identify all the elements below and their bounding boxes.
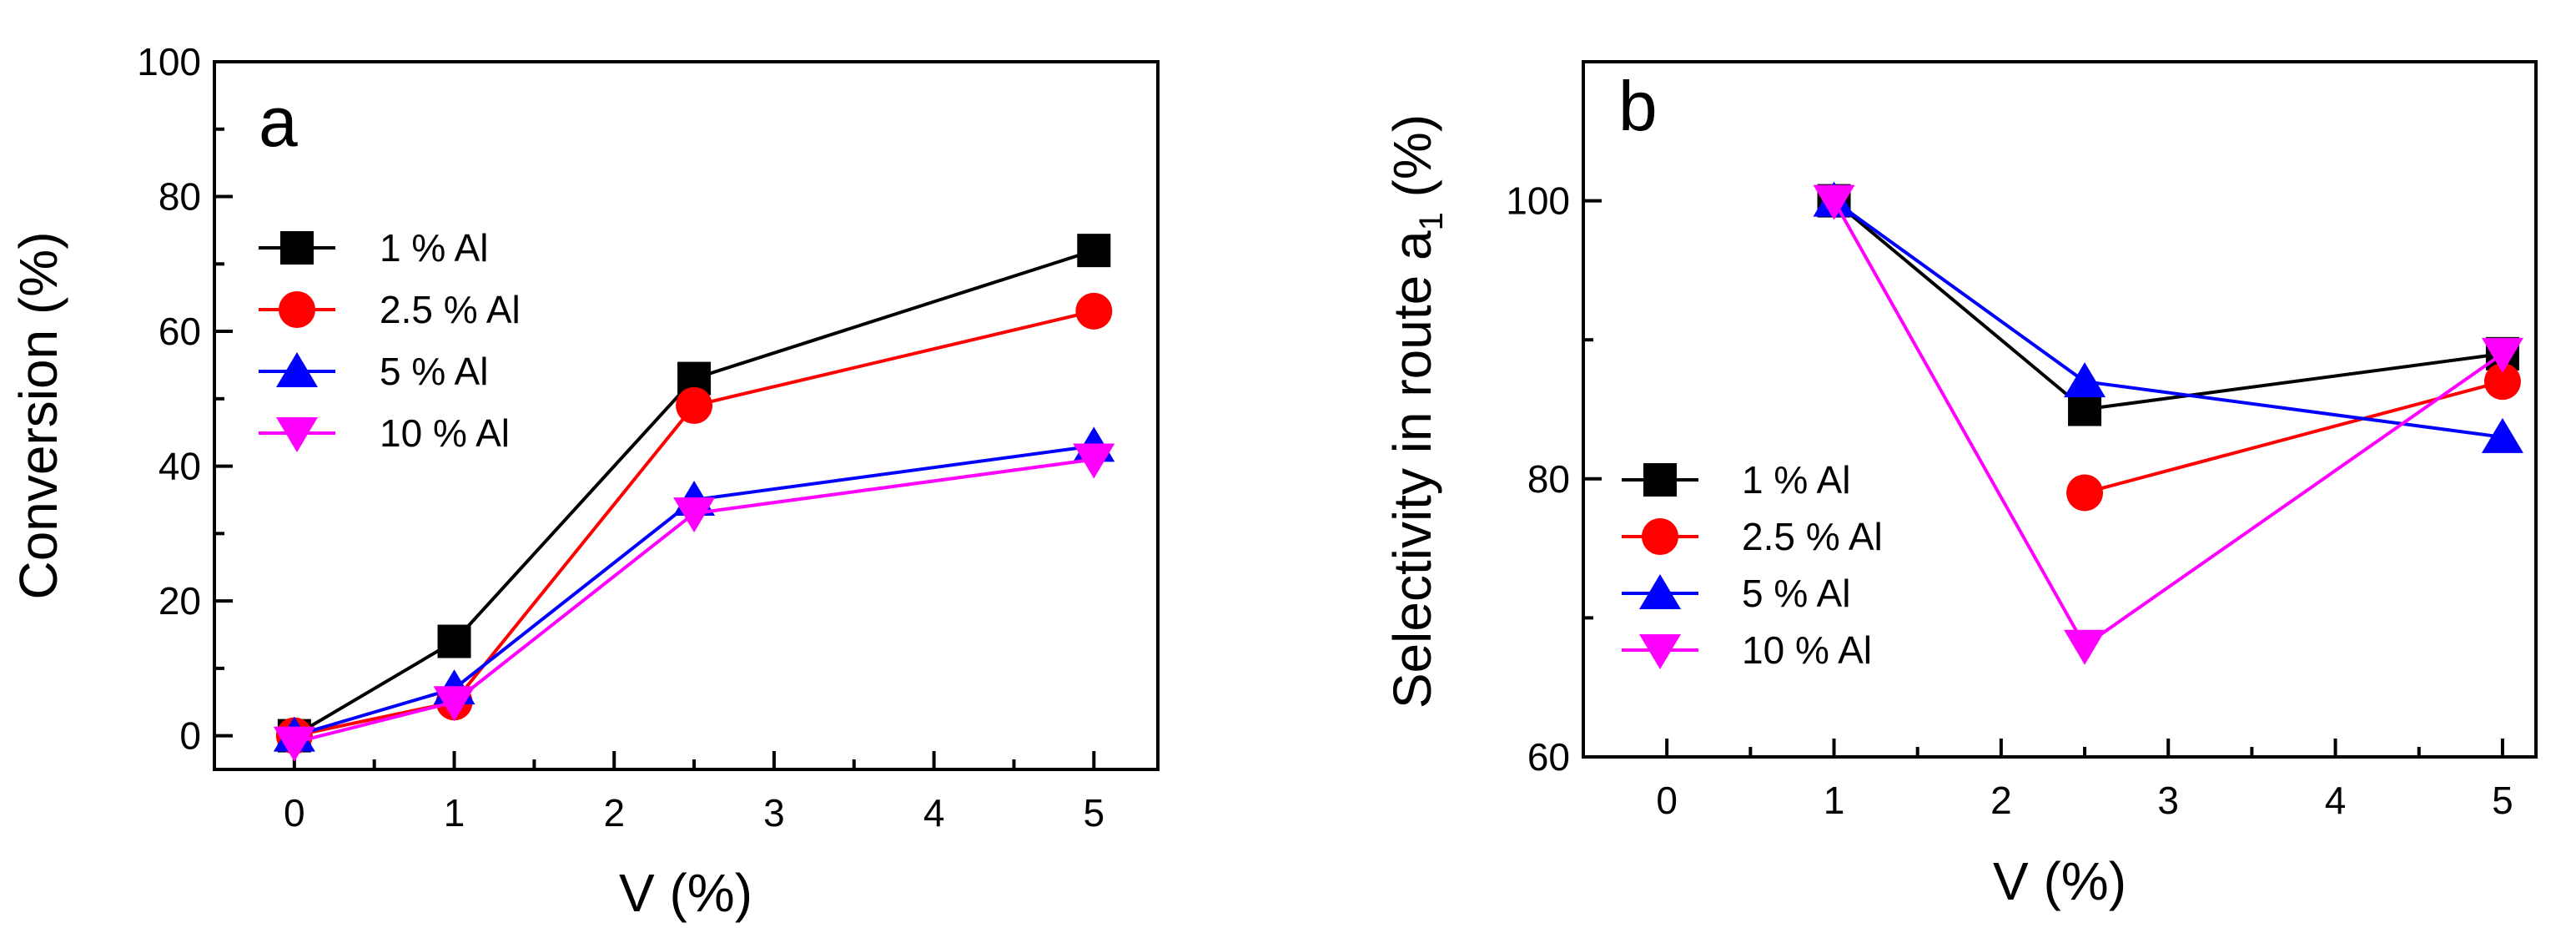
data-point: [2066, 474, 2104, 512]
legend-marker: [1639, 574, 1681, 609]
data-point: [676, 386, 713, 424]
data-point: [1077, 234, 1111, 268]
y-tick-label: 100: [137, 40, 201, 83]
series-10-al: [1813, 184, 2523, 665]
data-point: [2068, 392, 2102, 426]
legend-entry-5-al: 5 % Al: [259, 350, 488, 393]
data-point: [1073, 443, 1115, 479]
series-5-al: [273, 426, 1115, 752]
legend-entry-2-5-al: 2.5 % Al: [1622, 515, 1883, 558]
data-point: [673, 497, 716, 533]
y-tick-label: 60: [158, 310, 201, 353]
x-axis-title: V (%): [1993, 851, 2126, 911]
legend-label: 5 % Al: [380, 350, 488, 393]
data-point: [1075, 292, 1113, 330]
x-tick-label: 5: [1084, 791, 1105, 835]
y-tick-label: 60: [1527, 735, 1570, 779]
legend: 1 % Al 2.5 % Al 5 % Al 10 % Al: [259, 226, 521, 455]
x-tick-label: 1: [444, 791, 465, 835]
x-tick-label: 3: [2157, 779, 2179, 822]
y-tick-label: 80: [158, 175, 201, 219]
data-point: [437, 624, 471, 658]
series-line: [1832, 199, 2504, 648]
legend-label: 2.5 % Al: [380, 288, 521, 331]
series-1-al: [1817, 184, 2519, 426]
y-tick-label: 100: [1506, 179, 1570, 223]
panel-letter: a: [259, 83, 298, 161]
legend-marker: [280, 231, 314, 265]
legend-label: 2.5 % Al: [1742, 515, 1883, 558]
legend-label: 1 % Al: [380, 226, 488, 270]
legend-entry-5-al: 5 % Al: [1622, 572, 1850, 615]
data-point: [2481, 417, 2523, 453]
y-axis-title: Conversion (%): [8, 231, 68, 599]
y-tick-label: 0: [179, 714, 201, 758]
legend-entry-2-5-al: 2.5 % Al: [259, 288, 521, 331]
x-tick-label: 0: [284, 791, 305, 835]
legend-entry-1-al: 1 % Al: [259, 226, 488, 270]
legend-label: 1 % Al: [1742, 458, 1850, 502]
legend-label: 10 % Al: [1742, 628, 1872, 672]
x-tick-label: 1: [1824, 779, 1845, 822]
data-point: [2064, 629, 2106, 665]
data-point: [2483, 363, 2521, 401]
series-10-al: [273, 443, 1115, 762]
legend-marker: [279, 291, 315, 328]
legend-entry-1-al: 1 % Al: [1622, 458, 1850, 502]
plot-frame: [213, 60, 1160, 771]
legend-label: 10 % Al: [380, 411, 510, 455]
x-axis-title: V (%): [619, 863, 752, 923]
y-tick-label: 40: [158, 445, 201, 488]
series-2-5-al: [2066, 363, 2521, 512]
legend-marker: [1642, 518, 1678, 555]
legend-marker: [276, 352, 318, 387]
legend-entry-10-al: 10 % Al: [259, 411, 510, 455]
legend-marker: [1639, 634, 1681, 669]
y-tick-label: 20: [158, 579, 201, 623]
panel-a: 0 1 2 3 4 5 0 20 40 60 80 100 V (%) Conversion (%) a 1 …: [8, 40, 1160, 923]
series-line: [294, 457, 1094, 744]
x-tick-label: 3: [763, 791, 785, 835]
legend: 1 % Al 2.5 % Al 5 % Al 10 % Al: [1622, 458, 1883, 672]
series-line: [294, 444, 1094, 738]
legend-marker: [276, 417, 318, 452]
legend-label: 5 % Al: [1742, 572, 1850, 615]
x-tick-label: 2: [603, 791, 625, 835]
panel-letter: b: [1618, 67, 1658, 145]
y-tick-label: 80: [1527, 457, 1570, 501]
panel-b: 0 1 2 3 4 5 60 80 100 V (%) Selectivity in route a…: [1382, 60, 2538, 911]
series-line: [2084, 380, 2503, 495]
legend-entry-10-al: 10 % Al: [1622, 628, 1872, 672]
plot-frame: [1582, 60, 2538, 759]
x-tick-label: 0: [1656, 779, 1678, 822]
series-line: [1833, 199, 2503, 439]
y-axis-title: Selectivity in route a1 (%): [1382, 114, 1450, 709]
data-point: [2064, 362, 2106, 398]
x-tick-label: 4: [2325, 779, 2347, 822]
series-line: [294, 309, 1094, 738]
data-point: [2481, 337, 2523, 373]
x-tick-label: 2: [1990, 779, 2012, 822]
data-point: [273, 726, 315, 762]
data-point: [433, 686, 475, 722]
data-point: [1813, 184, 1855, 220]
x-tick-label: 4: [923, 791, 945, 835]
y-axis-title-subscript: 1: [1413, 212, 1450, 230]
x-tick-label: 5: [2492, 779, 2513, 822]
series-line: [293, 249, 1094, 738]
legend-marker: [1643, 463, 1677, 497]
